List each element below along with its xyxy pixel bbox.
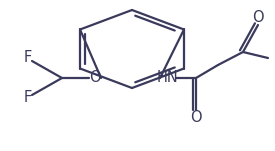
Text: F: F: [24, 90, 32, 106]
Text: F: F: [24, 50, 32, 66]
Text: O: O: [252, 11, 264, 26]
Text: HN: HN: [157, 71, 179, 85]
Text: O: O: [89, 71, 101, 85]
Text: O: O: [190, 111, 202, 125]
